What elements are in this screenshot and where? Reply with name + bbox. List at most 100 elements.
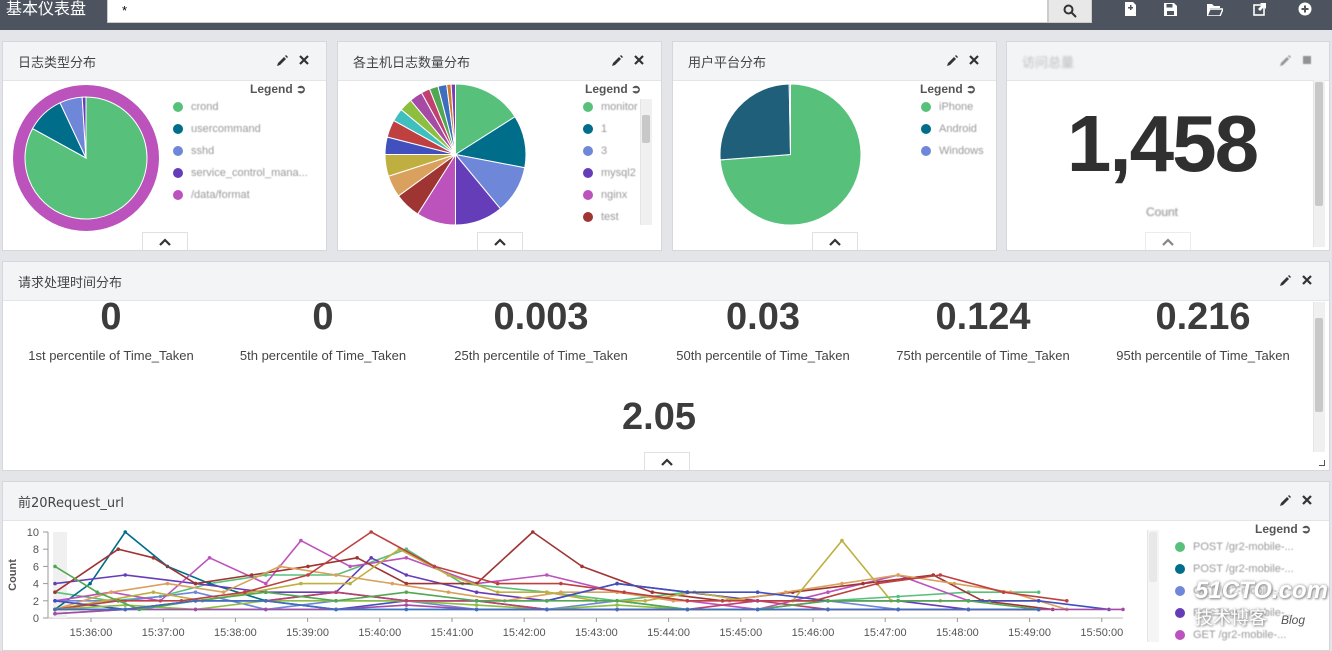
scroll-thumb[interactable] bbox=[1315, 82, 1323, 206]
panel-scrollbar[interactable] bbox=[1313, 80, 1325, 247]
share-icon[interactable] bbox=[1251, 2, 1269, 16]
legend-toggle[interactable]: Legend ➲ bbox=[920, 82, 976, 96]
data-point bbox=[221, 590, 226, 594]
save-icon[interactable] bbox=[1161, 2, 1179, 16]
data-point bbox=[1001, 590, 1006, 594]
legend-scrollbar[interactable] bbox=[640, 99, 652, 225]
edit-icon[interactable] bbox=[276, 54, 288, 66]
data-point bbox=[755, 607, 760, 612]
close-icon[interactable] bbox=[1301, 494, 1313, 506]
legend-item[interactable]: service_control_mana... bbox=[173, 165, 318, 181]
data-point bbox=[826, 590, 830, 594]
new-dashboard-icon[interactable] bbox=[1121, 2, 1139, 16]
data-point bbox=[151, 590, 156, 594]
legend-label: crond bbox=[191, 101, 219, 113]
legend-item[interactable]: GET /gr2-mobile-... bbox=[1175, 583, 1305, 599]
data-point bbox=[432, 564, 437, 569]
scroll-thumb[interactable] bbox=[642, 115, 650, 143]
legend-item[interactable]: Android bbox=[921, 121, 991, 137]
edit-icon[interactable] bbox=[1279, 494, 1291, 506]
chevron-up-icon bbox=[1162, 237, 1174, 246]
close-icon[interactable] bbox=[298, 54, 310, 66]
data-point bbox=[109, 590, 114, 594]
metric-label: 95th percentile of Time_Taken bbox=[1116, 348, 1290, 363]
edit-icon[interactable] bbox=[946, 54, 958, 66]
legend-label: /data/format bbox=[191, 189, 250, 201]
legend-item[interactable]: POST /gr2-mobile-... bbox=[1175, 605, 1305, 621]
pie-slice bbox=[450, 83, 456, 155]
legend-item[interactable]: nginx bbox=[583, 187, 638, 203]
data-point bbox=[474, 603, 479, 607]
data-point bbox=[966, 599, 971, 603]
legend-item[interactable]: POST /gr2-mobile-... bbox=[1175, 561, 1305, 577]
close-icon[interactable] bbox=[633, 54, 645, 66]
edit-icon[interactable] bbox=[611, 54, 623, 66]
legend-item[interactable]: /data/format bbox=[173, 187, 318, 203]
data-point bbox=[95, 590, 99, 594]
panel-title: 请求处理时间分布 bbox=[18, 276, 123, 291]
legend-toggle[interactable]: Legend ➲ bbox=[585, 82, 641, 96]
resize-handle[interactable] bbox=[1319, 460, 1325, 466]
data-point bbox=[404, 590, 409, 594]
folder-open-icon[interactable] bbox=[1206, 2, 1224, 16]
collapse-button[interactable] bbox=[1145, 232, 1191, 250]
data-point bbox=[545, 590, 549, 594]
data-point bbox=[671, 599, 676, 603]
legend-swatch bbox=[583, 168, 593, 178]
collapse-button[interactable] bbox=[812, 232, 858, 250]
legend-item[interactable]: 1 bbox=[583, 121, 638, 137]
edit-icon[interactable] bbox=[1279, 54, 1291, 66]
x-tick-label: 15:47:00 bbox=[864, 627, 907, 639]
x-tick-label: 15:48:00 bbox=[936, 627, 979, 639]
legend-item[interactable]: mysql2 bbox=[583, 165, 638, 181]
add-panel-icon[interactable] bbox=[1296, 2, 1314, 16]
legend-swatch bbox=[1175, 542, 1185, 552]
legend-item[interactable]: GET /gr2-mobile-... bbox=[1175, 627, 1305, 643]
data-point bbox=[615, 599, 619, 603]
panel-header: 用户平台分布 bbox=[673, 42, 996, 81]
data-point bbox=[896, 594, 900, 599]
legend-item[interactable]: Windows bbox=[921, 143, 991, 159]
legend-item[interactable]: crond bbox=[173, 99, 318, 115]
data-point bbox=[369, 556, 373, 560]
scroll-thumb[interactable] bbox=[1315, 318, 1323, 412]
legend-label: GET /gr2-mobile-... bbox=[1193, 629, 1287, 641]
close-icon[interactable] bbox=[968, 54, 980, 66]
legend-toggle[interactable]: Legend ➲ bbox=[1255, 522, 1311, 536]
legend-item[interactable]: usercommand bbox=[173, 121, 318, 137]
pie-chart bbox=[13, 85, 159, 231]
collapse-button[interactable] bbox=[644, 452, 690, 470]
data-point bbox=[826, 599, 830, 603]
legend-item[interactable]: POST /gr2-mobile-... bbox=[1175, 539, 1305, 555]
legend-label: nginx bbox=[601, 189, 628, 201]
legend-swatch bbox=[1175, 586, 1185, 596]
edit-icon[interactable] bbox=[1279, 274, 1291, 286]
legend-item[interactable]: test bbox=[583, 209, 638, 225]
collapse-button[interactable] bbox=[142, 232, 188, 250]
y-tick-label: 4 bbox=[33, 579, 39, 591]
data-point bbox=[685, 590, 690, 594]
data-point bbox=[840, 581, 844, 586]
data-point bbox=[263, 581, 268, 586]
legend-item[interactable]: monitor bbox=[583, 99, 638, 115]
percentile-metric: 0.216 95th percentile of Time_Taken bbox=[1093, 298, 1313, 363]
search-input[interactable] bbox=[122, 0, 1042, 20]
data-point bbox=[755, 599, 760, 603]
legend-item[interactable]: 3 bbox=[583, 143, 638, 159]
close-icon[interactable] bbox=[1301, 274, 1313, 286]
legend-swatch bbox=[1175, 564, 1185, 574]
scroll-thumb[interactable] bbox=[1149, 532, 1157, 582]
search-button[interactable] bbox=[1048, 0, 1092, 23]
chart-scrollbar[interactable] bbox=[1147, 530, 1159, 642]
data-point bbox=[334, 573, 338, 577]
legend-item[interactable]: iPhone bbox=[921, 99, 991, 115]
close-icon[interactable] bbox=[1301, 54, 1313, 66]
data-point bbox=[123, 573, 128, 577]
legend-label: mysql2 bbox=[601, 167, 636, 179]
legend-item[interactable]: sshd bbox=[173, 143, 318, 159]
data-point bbox=[263, 607, 268, 612]
legend-toggle[interactable]: Legend ➲ bbox=[250, 82, 306, 96]
collapse-button[interactable] bbox=[477, 232, 523, 250]
data-point bbox=[1036, 590, 1041, 594]
panel-scrollbar[interactable] bbox=[1313, 302, 1325, 452]
